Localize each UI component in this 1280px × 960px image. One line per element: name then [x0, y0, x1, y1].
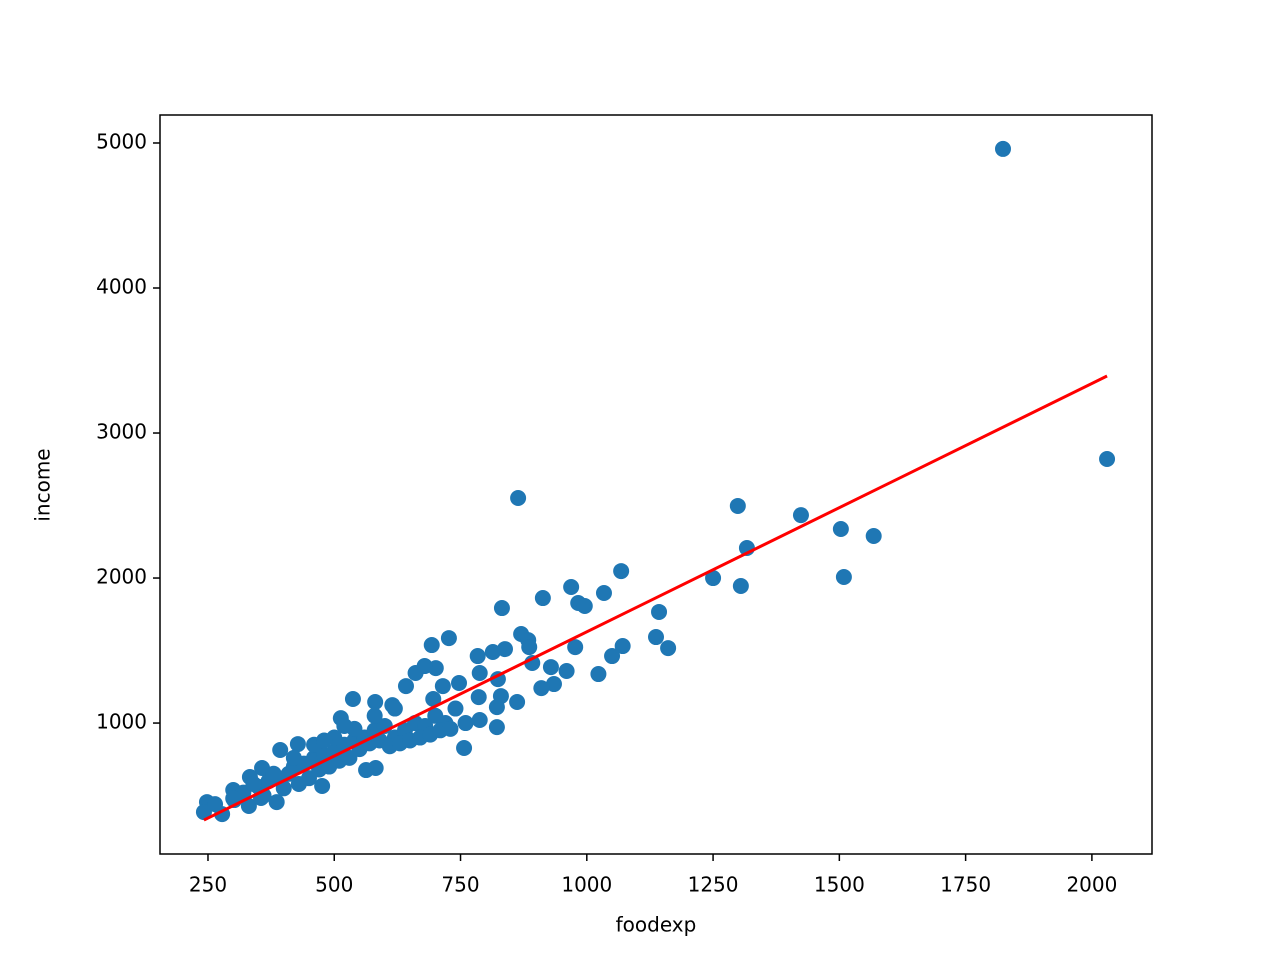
scatter-point: [510, 489, 527, 506]
y-tick-label: 5000: [96, 129, 147, 153]
scatter-point: [521, 639, 538, 656]
scatter-point: [314, 777, 331, 794]
scatter-point: [576, 598, 593, 615]
y-tick-label: 3000: [96, 420, 147, 444]
x-tick-label: 1500: [814, 873, 865, 897]
scatter-point: [567, 639, 584, 656]
scatter-point: [442, 720, 459, 737]
scatter-point: [434, 678, 451, 695]
scatter-point: [729, 497, 746, 514]
scatter-point: [358, 762, 375, 779]
scatter-point: [470, 689, 487, 706]
fit-line: [203, 374, 1108, 822]
scatter-point: [835, 569, 852, 586]
scatter-point: [865, 527, 882, 544]
scatter-point: [484, 643, 501, 660]
x-tick-label: 750: [441, 873, 479, 897]
scatter-point: [397, 678, 414, 695]
x-tick-label: 2000: [1066, 873, 1117, 897]
scatter-point: [648, 629, 664, 646]
x-axis-label: foodexp: [616, 913, 697, 937]
scatter-point: [456, 739, 473, 756]
scatter-point: [344, 690, 361, 707]
scatter-point: [425, 690, 442, 707]
scatter-point: [416, 658, 433, 675]
scatter-point: [469, 648, 486, 665]
x-tick-label: 500: [315, 873, 353, 897]
scatter-point: [533, 680, 550, 697]
scatter-point: [496, 641, 513, 658]
scatter-point: [493, 600, 510, 617]
scatter-point: [705, 570, 722, 587]
y-tick-label: 2000: [96, 565, 147, 589]
scatter-point: [545, 676, 562, 693]
scatter-point: [457, 715, 474, 732]
scatter-point: [268, 794, 285, 811]
scatter-point: [471, 665, 488, 682]
x-tick-label: 1750: [940, 873, 991, 897]
scatter-point: [245, 775, 262, 792]
y-axis-label: income: [31, 448, 55, 521]
y-tick-label: 4000: [96, 275, 147, 299]
scatter-point: [604, 648, 621, 665]
scatter-point: [289, 736, 306, 753]
scatter-point: [595, 584, 612, 601]
scatter-point: [265, 765, 282, 782]
x-tick-label: 1250: [688, 873, 739, 897]
scatter-point: [590, 666, 607, 683]
scatter-point: [542, 659, 559, 676]
scatter-point: [613, 563, 630, 580]
scatter-point: [732, 578, 749, 595]
scatter-point: [509, 694, 526, 711]
scatter-point: [447, 700, 464, 717]
scatter-point: [563, 579, 580, 596]
scatter-point: [534, 590, 551, 607]
scatter-point: [614, 638, 631, 655]
scatter-point: [488, 719, 505, 736]
scatter-point: [492, 688, 509, 705]
x-tick-label: 1000: [561, 873, 612, 897]
scatter-point: [367, 694, 384, 711]
scatter-point: [366, 707, 383, 724]
scatter-point: [651, 603, 668, 620]
plot-frame: [159, 114, 1153, 855]
scatter-point: [994, 140, 1011, 157]
scatter-point: [285, 749, 302, 766]
scatter-point: [451, 675, 468, 692]
scatter-point: [195, 804, 212, 821]
scatter-point: [423, 637, 440, 654]
y-tick-label: 1000: [96, 710, 147, 734]
scatter-point: [660, 640, 677, 657]
scatter-point: [386, 700, 403, 717]
scatter-point: [440, 630, 457, 647]
scatter-point: [832, 521, 849, 538]
scatter-point: [316, 732, 333, 749]
scatter-point: [558, 662, 575, 679]
scatter-point: [336, 717, 353, 734]
scatter-point: [272, 742, 289, 759]
x-tick-label: 250: [189, 873, 227, 897]
scatter-point: [1099, 450, 1116, 467]
scatter-point: [207, 796, 224, 813]
scatter-point: [792, 507, 809, 524]
scatter-point: [240, 797, 257, 814]
scatter-point: [471, 712, 488, 729]
